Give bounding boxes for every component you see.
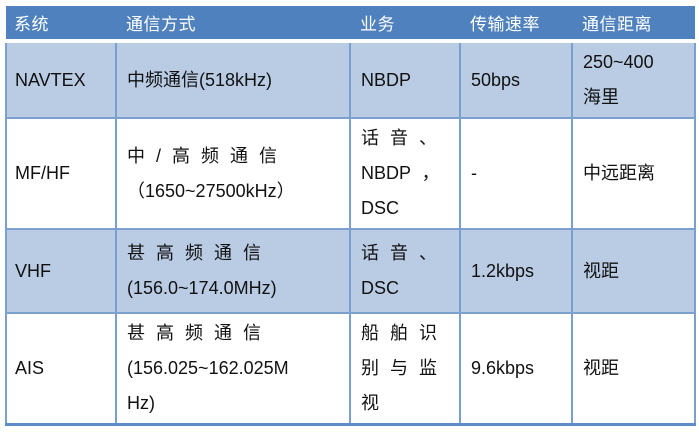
cell-rate: 9.6kbps bbox=[459, 312, 573, 426]
cell-method: 甚 高 频 通 信 (156.025~162.025M Hz) bbox=[115, 312, 351, 426]
cell-service: NBDP bbox=[349, 39, 461, 119]
cell-rate: 50bps bbox=[459, 39, 573, 119]
cell-system: MF/HF bbox=[5, 117, 117, 230]
column-header-system: 系统 bbox=[6, 6, 116, 41]
column-header-service: 业务 bbox=[350, 6, 460, 41]
table-row-vhf: VHF 甚 高 频 通 信 (156.0~174.0MHz) 话 音 、 DSC… bbox=[5, 228, 696, 314]
cell-service: 话 音 、 NBDP ， DSC bbox=[349, 117, 461, 230]
cell-service: 船 舶 识 别 与 监 视 bbox=[349, 312, 461, 426]
table-row-ais: AIS 甚 高 频 通 信 (156.025~162.025M Hz) 船 舶 … bbox=[5, 312, 696, 426]
cell-distance: 视距 bbox=[571, 228, 696, 314]
column-header-rate: 传输速率 bbox=[460, 6, 572, 41]
cell-method: 中频通信(518kHz) bbox=[115, 39, 351, 119]
cell-distance: 中远距离 bbox=[571, 117, 696, 230]
cell-system: VHF bbox=[5, 228, 117, 314]
cell-distance: 视距 bbox=[571, 312, 696, 426]
column-header-distance: 通信距离 bbox=[572, 6, 695, 41]
cell-method: 中 / 高 频 通 信 （1650~27500kHz） bbox=[115, 117, 351, 230]
table-row-navtex: NAVTEX 中频通信(518kHz) NBDP 50bps 250~400 海… bbox=[5, 39, 696, 119]
cell-method: 甚 高 频 通 信 (156.0~174.0MHz) bbox=[115, 228, 351, 314]
cell-system: NAVTEX bbox=[5, 39, 117, 119]
table-header-row: 系统 通信方式 业务 传输速率 通信距离 bbox=[6, 6, 695, 41]
table-row-mfhf: MF/HF 中 / 高 频 通 信 （1650~27500kHz） 话 音 、 … bbox=[5, 117, 696, 230]
cell-rate: 1.2kbps bbox=[459, 228, 573, 314]
column-header-method: 通信方式 bbox=[116, 6, 350, 41]
cell-distance: 250~400 海里 bbox=[571, 39, 696, 119]
cell-service: 话 音 、 DSC bbox=[349, 228, 461, 314]
gmdss-comparison-table: 系统 通信方式 业务 传输速率 通信距离 NAVTEX 中频通信(518kHz)… bbox=[5, 6, 696, 426]
cell-system: AIS bbox=[5, 312, 117, 426]
cell-rate: - bbox=[459, 117, 573, 230]
